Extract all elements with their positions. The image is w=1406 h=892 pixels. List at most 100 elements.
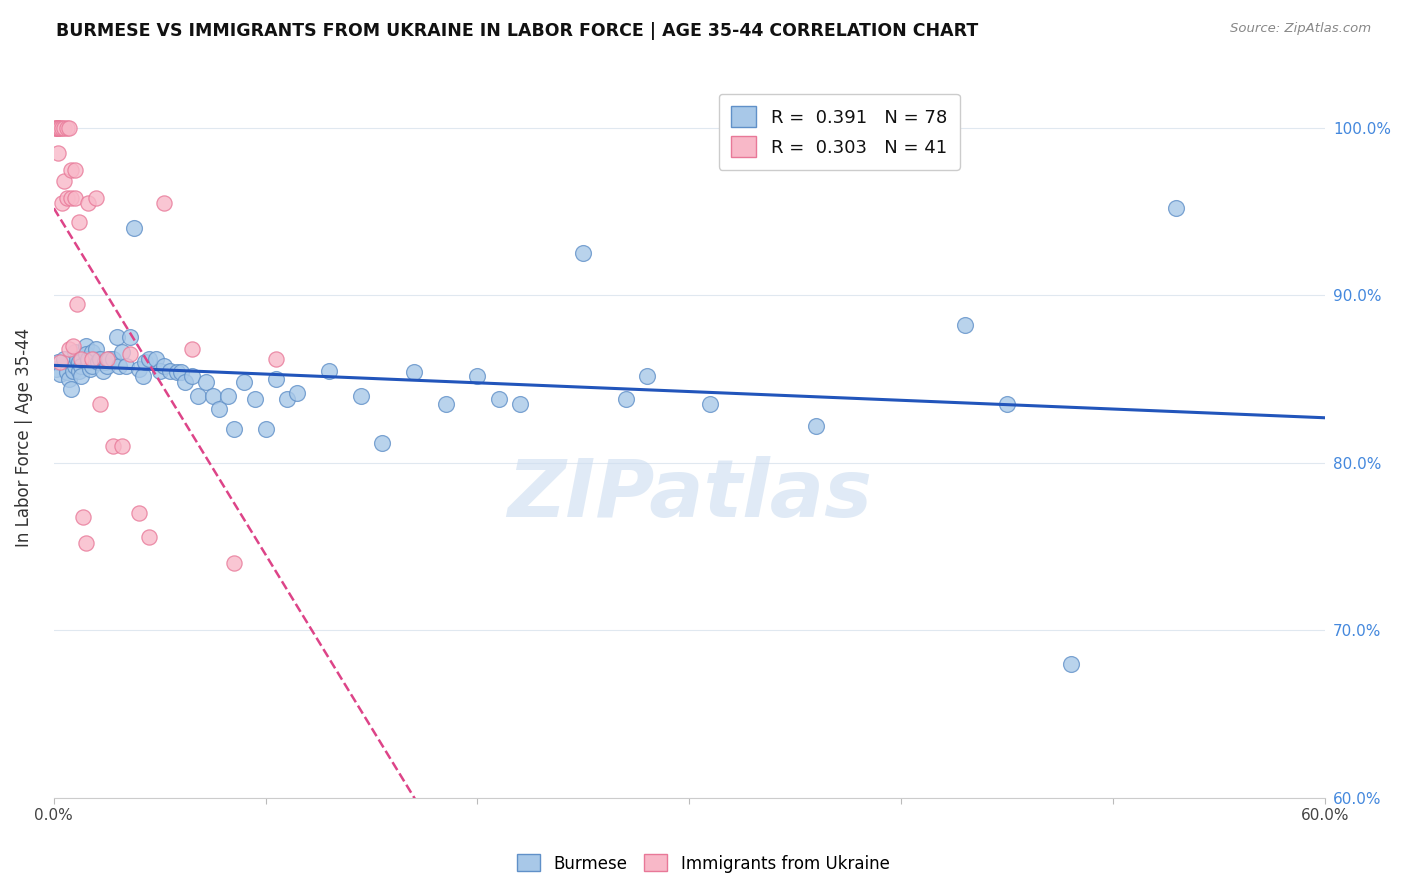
Point (63, 345, 86, 359)
Point (128, 506, 150, 520)
Point (63, 359, 86, 373)
Point (53, 174, 76, 188)
Point (46, 355, 69, 369)
Point (110, 345, 132, 359)
Point (87, 355, 110, 369)
Point (115, 359, 138, 373)
Point (45, 362, 67, 376)
Point (91, 364, 114, 378)
Point (350, 389, 373, 403)
Point (89, 397, 111, 411)
Point (371, 435, 394, 450)
Point (222, 422, 245, 436)
Point (79, 362, 101, 376)
Point (46, 145, 69, 160)
Legend: R =  0.391   N = 78, R =  0.303   N = 41: R = 0.391 N = 78, R = 0.303 N = 41 (718, 94, 960, 169)
Point (51, 120, 73, 135)
Point (208, 402, 231, 417)
Point (153, 196, 176, 211)
Point (76, 196, 98, 211)
Point (636, 368, 658, 383)
Point (101, 351, 124, 366)
Point (58, 120, 80, 135)
Point (97, 351, 120, 366)
Point (83, 351, 105, 366)
Point (67, 214, 90, 228)
Point (93, 355, 115, 369)
Point (67, 364, 90, 378)
Point (138, 530, 160, 544)
Point (614, 392, 637, 407)
Point (806, 419, 828, 434)
Point (84, 342, 107, 356)
Point (53, 351, 76, 366)
Point (49, 120, 72, 135)
Point (264, 351, 287, 366)
Point (49, 355, 72, 369)
Point (62, 338, 84, 352)
Point (63, 191, 86, 205)
Point (58, 372, 80, 386)
Point (434, 397, 457, 411)
Text: ZIPatlas: ZIPatlas (506, 457, 872, 534)
Point (46, 120, 69, 135)
Point (63, 162, 86, 177)
Text: Source: ZipAtlas.com: Source: ZipAtlas.com (1230, 22, 1371, 36)
Point (134, 355, 156, 369)
Point (101, 439, 124, 453)
Point (76, 355, 98, 369)
Point (402, 365, 425, 379)
Point (318, 364, 340, 378)
Point (46, 120, 69, 135)
Point (84, 191, 107, 205)
Point (75, 338, 97, 352)
Point (509, 397, 531, 411)
Point (75, 347, 97, 361)
Point (80, 359, 103, 373)
Point (1059, 657, 1081, 671)
Point (953, 318, 976, 333)
Point (276, 392, 298, 407)
Y-axis label: In Labor Force | Age 35-44: In Labor Force | Age 35-44 (15, 328, 32, 548)
Point (55, 191, 77, 205)
Point (159, 364, 181, 378)
Point (467, 368, 489, 383)
Point (75, 536, 97, 550)
Point (49, 367, 72, 381)
Legend: Burmese, Immigrants from Ukraine: Burmese, Immigrants from Ukraine (510, 847, 896, 880)
Point (45, 120, 67, 135)
Point (66, 351, 89, 366)
Point (128, 362, 150, 376)
Point (187, 389, 209, 403)
Point (124, 221, 146, 235)
Point (120, 330, 142, 344)
Point (105, 330, 128, 344)
Point (45, 120, 67, 135)
Point (96, 359, 118, 373)
Point (72, 509, 94, 524)
Point (120, 347, 142, 361)
Point (222, 557, 245, 571)
Point (67, 355, 90, 369)
Point (572, 246, 595, 260)
Point (70, 368, 93, 383)
Point (153, 359, 176, 373)
Point (76, 351, 98, 366)
Point (488, 392, 510, 407)
Point (59, 162, 82, 177)
Point (201, 389, 224, 403)
Point (80, 345, 103, 359)
Point (80, 351, 103, 366)
Point (110, 439, 132, 453)
Point (254, 422, 277, 436)
Point (70, 359, 93, 373)
Text: BURMESE VS IMMIGRANTS FROM UKRAINE IN LABOR FORCE | AGE 35-44 CORRELATION CHART: BURMESE VS IMMIGRANTS FROM UKRAINE IN LA… (56, 22, 979, 40)
Point (59, 191, 82, 205)
Point (55, 365, 77, 379)
Point (55, 120, 77, 135)
Point (59, 382, 82, 396)
Point (995, 397, 1018, 411)
Point (58, 342, 80, 356)
Point (180, 368, 202, 383)
Point (699, 397, 721, 411)
